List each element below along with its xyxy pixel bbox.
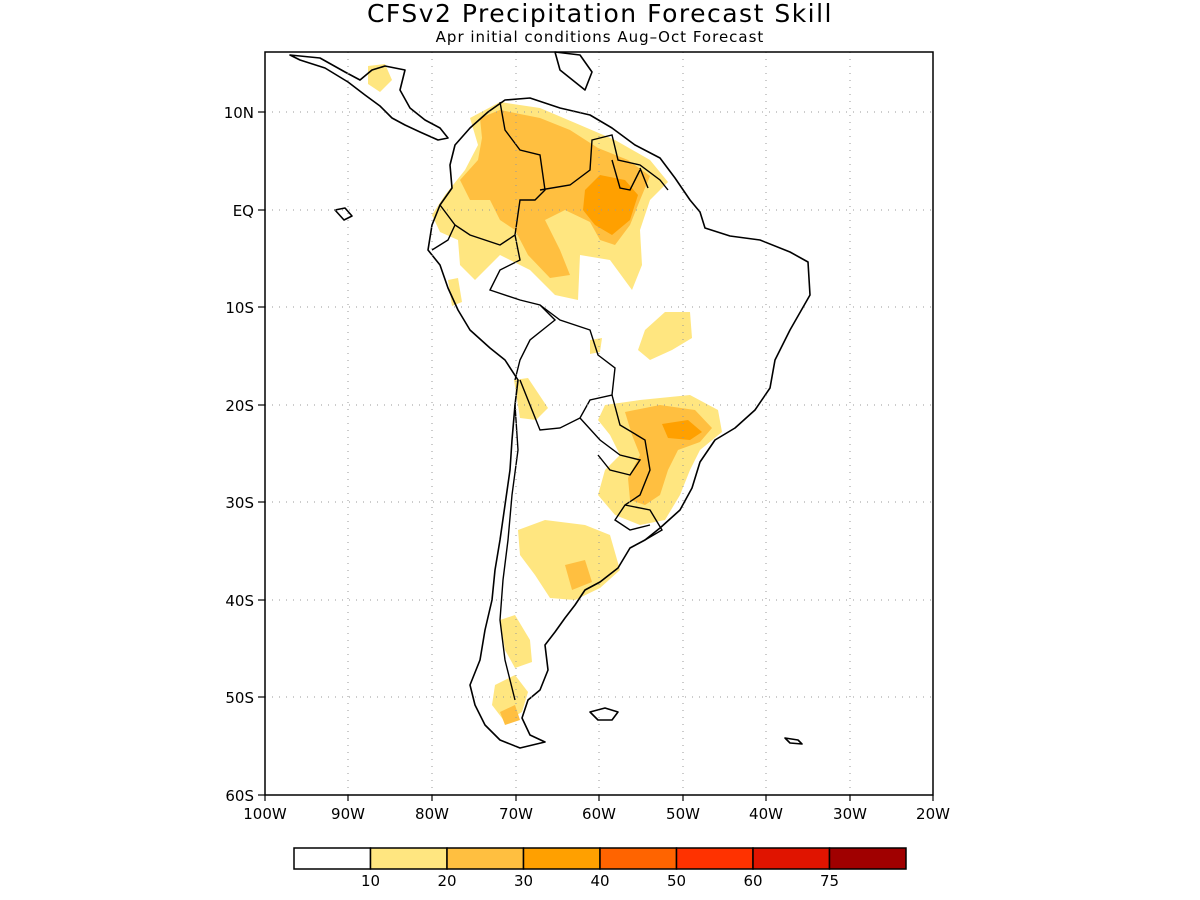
lat-label: 30S	[225, 494, 254, 512]
color-legend: 10 20 30 40 50 60 75	[293, 847, 907, 890]
legend-swatch	[828, 847, 907, 870]
lon-label: 30W	[833, 805, 867, 823]
skill-area-argentina	[518, 520, 620, 600]
lat-label: 20S	[225, 397, 254, 415]
lon-label: 40W	[749, 805, 783, 823]
legend-swatch	[446, 847, 525, 870]
coastlines	[289, 51, 811, 749]
lon-label: 60W	[582, 805, 616, 823]
border-argentina-brazil	[611, 394, 651, 531]
skill-area-central-small	[590, 338, 602, 354]
lon-label: 20W	[916, 805, 950, 823]
central-america-coastline	[289, 54, 449, 141]
border-uruguay	[624, 504, 663, 541]
border-guianas	[611, 159, 649, 191]
axis-ticks	[258, 111, 934, 801]
lon-label: 100W	[243, 805, 287, 823]
skill-area-central	[638, 312, 692, 360]
skill-area-andes-peru	[448, 278, 462, 306]
legend-swatch	[675, 847, 754, 870]
map-title: CFSv2 Precipitation Forecast Skill	[366, 0, 834, 28]
border-colombia-venezuela	[439, 101, 546, 246]
border-chile-argentina	[499, 404, 519, 701]
lon-label: 90W	[331, 805, 365, 823]
legend-label: 30	[514, 872, 533, 890]
legend-label: 40	[590, 872, 609, 890]
caribbean-coast	[554, 51, 593, 91]
skill-area-southeast-core	[662, 420, 702, 440]
south-america-coastline	[427, 97, 811, 749]
legend-label: 75	[820, 872, 839, 890]
graticule	[265, 52, 933, 795]
lat-label: 10N	[224, 104, 254, 122]
lon-label: 80W	[415, 805, 449, 823]
legend-swatch	[369, 847, 448, 870]
galapagos	[334, 207, 353, 221]
border-bolivia	[519, 304, 616, 431]
legend-label: 60	[743, 872, 762, 890]
lat-label: 60S	[225, 787, 254, 805]
skill-area-patagonia	[500, 615, 532, 668]
skill-area-north-core	[583, 175, 638, 235]
legend-label: 50	[667, 872, 686, 890]
falkland-islands	[589, 707, 619, 721]
skill-area-north-orange	[460, 110, 650, 278]
lat-label: 10S	[225, 299, 254, 317]
longitude-labels: 100W 90W 80W 70W 60W 50W 40W 30W 20W	[243, 805, 950, 823]
lon-label: 70W	[499, 805, 533, 823]
map-subtitle: Apr initial conditions Aug–Oct Forecast	[435, 28, 765, 46]
legend-label: 20	[437, 872, 456, 890]
skill-area-patagonia-tip	[500, 705, 520, 725]
legend-swatch	[599, 847, 678, 870]
skill-area-bolivia-chile	[514, 378, 548, 420]
legend-swatch	[752, 847, 831, 870]
border-peru-brazil	[489, 234, 557, 381]
country-borders	[431, 101, 669, 701]
south-georgia	[784, 737, 803, 745]
border-paraguay	[579, 417, 642, 476]
lat-label: EQ	[233, 202, 254, 220]
skill-area-central-america	[368, 64, 392, 92]
latitude-labels: 10N EQ 10S 20S 30S 40S 50S 60S	[224, 104, 254, 805]
border-ecuador	[431, 224, 456, 251]
legend-swatch	[522, 847, 601, 870]
lat-label: 40S	[225, 592, 254, 610]
skill-area-argentina-orange	[565, 560, 592, 590]
lon-label: 50W	[666, 805, 700, 823]
legend-swatch	[293, 847, 372, 870]
skill-area-patagonia-south	[492, 675, 528, 722]
legend-label: 10	[361, 872, 380, 890]
lat-label: 50S	[225, 689, 254, 707]
border-venezuela-brazil	[539, 134, 669, 191]
